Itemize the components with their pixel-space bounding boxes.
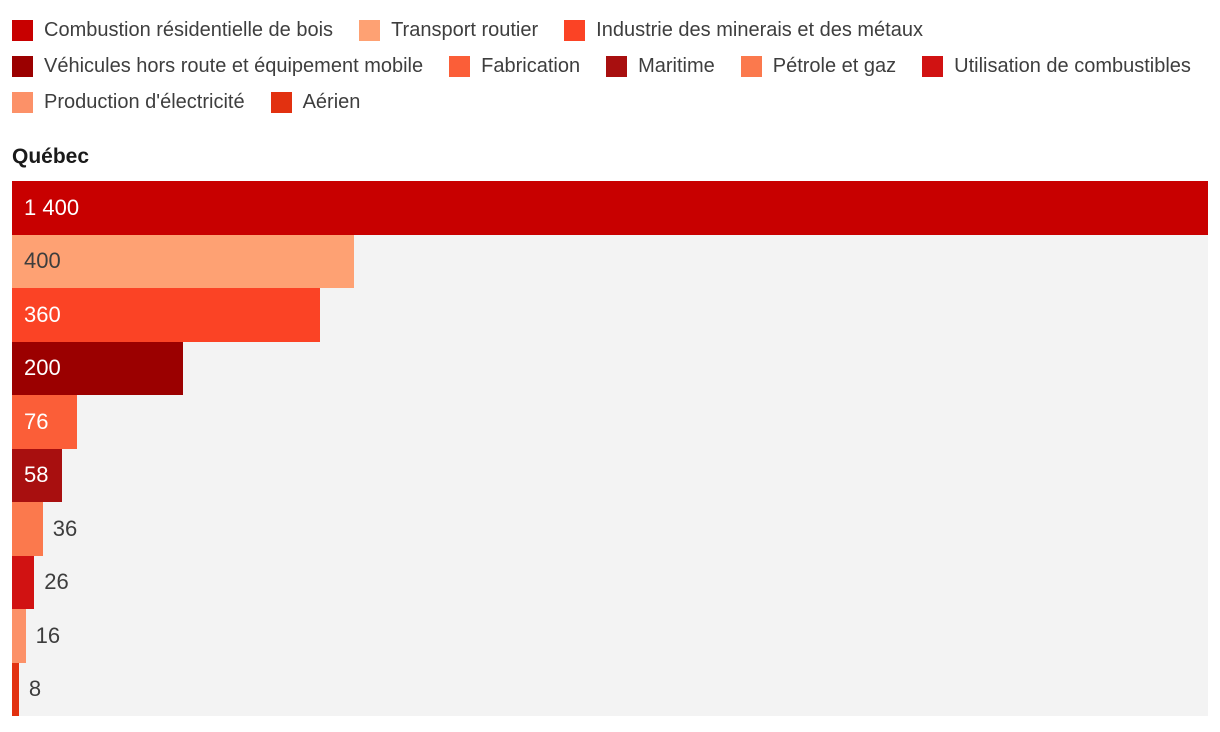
legend-label: Industrie des minerais et des métaux [596, 19, 923, 41]
legend-label: Production d'électricité [44, 91, 245, 113]
legend-label: Combustion résidentielle de bois [44, 19, 334, 41]
bar [12, 502, 43, 556]
legend-item: Véhicules hors route et équipement mobil… [12, 54, 423, 78]
legend-swatch-icon [359, 19, 381, 41]
legend-swatch-icon [564, 19, 586, 41]
legend-swatch-icon [606, 55, 628, 77]
bar-row: 76 [12, 395, 1208, 449]
bar-value-label: 36 [52, 515, 78, 541]
bar: 200 [12, 341, 183, 395]
legend-item: Transport routier [359, 18, 538, 42]
bar: 360 [12, 288, 320, 342]
bar-row: 200 [12, 341, 1208, 395]
legend-swatch-icon [12, 91, 33, 113]
legend-label: Véhicules hors route et équipement mobil… [44, 55, 424, 77]
bar-value-label: 1 400 [24, 194, 80, 220]
bar: 1 400 [12, 181, 1208, 235]
bar-chart-plot-area: 1 400 400 360 200 76 58 36 26 16 8 [12, 181, 1208, 716]
bar: 76 [12, 395, 77, 449]
bar: 400 [12, 234, 354, 288]
legend-label: Pétrole et gaz [772, 55, 897, 77]
legend-item: Utilisation de combustibles [922, 54, 1191, 78]
legend-swatch-icon [449, 55, 471, 77]
bar [12, 662, 19, 716]
legend-label: Maritime [638, 55, 715, 77]
legend-swatch-icon [270, 91, 292, 113]
bar-row: 1 400 [12, 181, 1208, 235]
bar-row: 58 [12, 448, 1208, 502]
legend-item: Combustion résidentielle de bois [12, 18, 333, 42]
legend-item: Aérien [270, 90, 361, 114]
bar-value-label: 16 [35, 622, 61, 648]
bar-row: 26 [12, 555, 1208, 609]
bar: 58 [12, 448, 62, 502]
bar-value-label: 76 [24, 408, 49, 434]
chart-title: Québec [12, 145, 90, 168]
bar-row: 36 [12, 502, 1208, 556]
legend-swatch-icon [922, 55, 944, 77]
bar-row: 400 [12, 234, 1208, 288]
bar-value-label: 360 [24, 301, 61, 327]
chart-legend: Combustion résidentielle de bois Transpo… [12, 18, 1208, 114]
legend-item: Maritime [606, 54, 715, 78]
legend-item: Fabrication [449, 54, 580, 78]
bar-value-label: 200 [24, 355, 61, 381]
bar-value-label: 8 [28, 676, 42, 702]
legend-swatch-icon [12, 19, 33, 41]
bar-row: 16 [12, 609, 1208, 663]
legend-label: Fabrication [481, 55, 581, 77]
legend-label: Transport routier [391, 19, 539, 41]
bar-row: 360 [12, 288, 1208, 342]
legend-label: Utilisation de combustibles [954, 55, 1191, 77]
bar-value-label: 58 [24, 462, 49, 488]
bar-value-label: 26 [44, 569, 69, 595]
legend-item: Industrie des minerais et des métaux [564, 18, 923, 42]
legend-item: Pétrole et gaz [740, 54, 897, 78]
legend-label: Aérien [302, 91, 361, 113]
bar-value-label: 400 [24, 248, 61, 274]
legend-swatch-icon [740, 55, 762, 77]
bar-row: 8 [12, 662, 1208, 716]
bar [12, 555, 35, 609]
bar [12, 609, 26, 663]
legend-swatch-icon [12, 55, 33, 77]
legend-item: Production d'électricité [12, 90, 245, 114]
